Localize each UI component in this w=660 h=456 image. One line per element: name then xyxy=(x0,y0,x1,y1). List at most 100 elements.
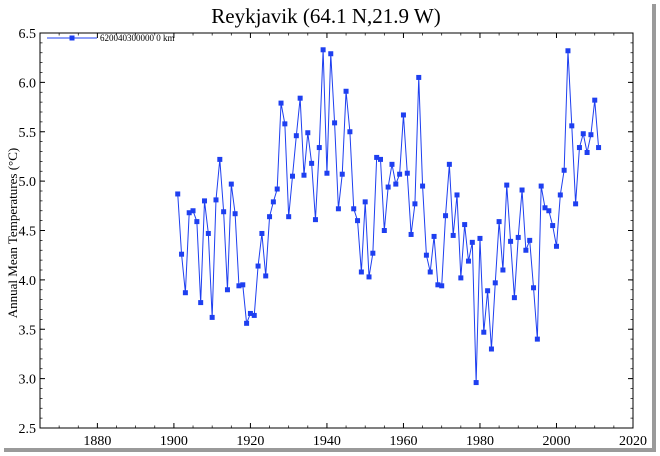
x-tick-label: 2020 xyxy=(619,434,647,448)
x-tick-label: 1980 xyxy=(466,434,494,448)
y-axis-label: Annual Mean Temperatures (°C) xyxy=(5,148,20,318)
data-point xyxy=(588,132,594,138)
data-point xyxy=(244,320,250,326)
data-point xyxy=(297,95,303,101)
data-point xyxy=(232,211,238,217)
data-point xyxy=(584,149,590,155)
data-point xyxy=(293,133,299,139)
data-point xyxy=(431,233,437,239)
data-point xyxy=(511,295,517,301)
data-point xyxy=(267,214,273,220)
data-point xyxy=(550,223,556,229)
data-point xyxy=(209,314,215,320)
data-point xyxy=(397,171,403,177)
data-point xyxy=(228,181,234,187)
y-tick-label: 6.0 xyxy=(19,76,37,91)
data-point xyxy=(412,201,418,207)
data-point xyxy=(393,181,399,187)
data-point xyxy=(186,210,192,216)
data-point xyxy=(194,219,200,225)
data-point xyxy=(202,198,208,204)
data-point xyxy=(358,269,364,275)
data-point xyxy=(301,172,307,178)
data-point xyxy=(580,131,586,137)
data-point xyxy=(546,208,552,214)
data-point xyxy=(553,243,559,249)
data-point xyxy=(278,100,284,106)
data-point xyxy=(213,197,219,203)
data-point xyxy=(366,274,372,280)
data-point xyxy=(385,184,391,190)
data-point xyxy=(531,285,537,291)
data-point xyxy=(259,230,265,236)
data-point xyxy=(190,208,196,214)
data-point xyxy=(469,239,475,245)
y-tick-label: 4.5 xyxy=(19,225,37,240)
data-point xyxy=(557,192,563,198)
data-point xyxy=(435,282,441,288)
data-point xyxy=(523,247,529,253)
data-point xyxy=(542,205,548,211)
data-point xyxy=(439,283,445,289)
data-point xyxy=(500,267,506,273)
plot-area xyxy=(39,32,634,429)
data-point xyxy=(309,160,315,166)
data-point xyxy=(423,252,429,258)
data-point xyxy=(400,112,406,118)
data-point xyxy=(458,275,464,281)
y-tick-label: 3.5 xyxy=(19,323,37,338)
data-point xyxy=(362,199,368,205)
data-point xyxy=(290,173,295,179)
series-layer xyxy=(175,47,602,386)
data-point xyxy=(416,74,422,80)
data-point xyxy=(370,250,376,256)
data-point xyxy=(462,222,468,228)
data-point xyxy=(465,258,471,264)
data-point xyxy=(450,232,456,238)
data-point xyxy=(492,280,498,286)
data-point xyxy=(255,263,261,269)
data-point xyxy=(305,130,311,136)
data-point xyxy=(240,282,246,288)
data-point xyxy=(408,231,414,237)
data-point xyxy=(427,269,433,275)
data-point xyxy=(592,97,598,103)
data-point xyxy=(339,171,345,177)
data-point xyxy=(205,230,211,236)
data-point xyxy=(565,48,571,54)
data-point xyxy=(347,129,353,135)
data-point xyxy=(443,213,449,219)
data-point xyxy=(324,170,330,176)
data-point xyxy=(569,123,575,129)
data-point xyxy=(312,217,318,223)
data-point xyxy=(182,290,188,296)
data-point xyxy=(175,191,181,197)
data-point xyxy=(527,237,533,243)
y-tick-label: 2.5 xyxy=(19,422,37,437)
data-point xyxy=(270,199,276,205)
data-point xyxy=(381,228,387,233)
data-point xyxy=(561,167,567,173)
data-point xyxy=(217,156,223,162)
x-tick-label: 1960 xyxy=(389,434,417,448)
data-point xyxy=(374,154,380,160)
data-point xyxy=(573,201,579,207)
data-point xyxy=(378,156,383,162)
chart-title: Reykjavik (64.1 N,21.9 W) xyxy=(211,4,440,28)
y-tick-label: 3.0 xyxy=(19,373,37,388)
series-line xyxy=(177,49,600,383)
data-point xyxy=(251,312,257,318)
data-point xyxy=(351,206,357,212)
data-point xyxy=(221,209,227,215)
data-point xyxy=(355,218,361,224)
data-point xyxy=(282,121,288,127)
data-point xyxy=(481,329,487,335)
data-point xyxy=(247,310,253,316)
legend-marker-swatch xyxy=(69,35,75,41)
data-point xyxy=(420,183,426,189)
data-point xyxy=(508,238,514,244)
x-tick-label: 2000 xyxy=(542,434,570,448)
data-point xyxy=(504,182,510,188)
data-point xyxy=(477,235,483,241)
legend: 620040300000 0 km xyxy=(47,33,175,43)
